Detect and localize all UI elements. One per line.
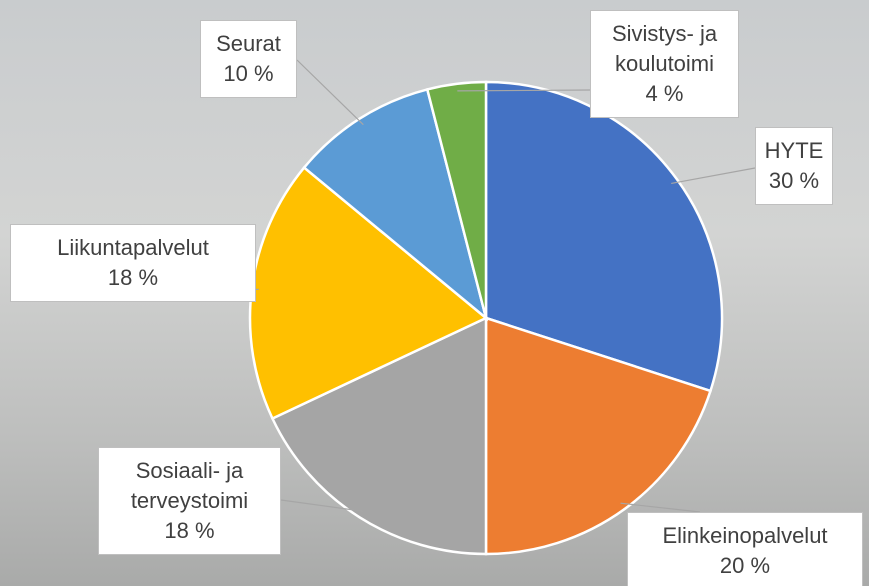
category-label: Sivistys- ja koulutoimi [611, 21, 718, 76]
data-label: Elinkeinopalvelut 20 % [627, 512, 863, 586]
category-label: Elinkeinopalvelut [662, 523, 828, 548]
data-label: Sosiaali- ja terveystoimi 18 % [98, 447, 281, 555]
pie-slice [302, 87, 489, 322]
data-label: Seurat 10 % [200, 20, 297, 98]
pie-slice [484, 316, 713, 556]
category-label: HYTE [764, 138, 824, 163]
leader-line [280, 499, 364, 512]
value-label: 10 % [223, 61, 274, 86]
data-label: Liikuntapalvelut 18 % [10, 224, 256, 302]
leader-line [296, 59, 364, 126]
leader-line [671, 167, 756, 185]
category-label: Liikuntapalvelut [57, 235, 209, 260]
pie-slice [270, 316, 488, 556]
category-label: Seurat [216, 31, 281, 56]
value-label: 4 % [645, 81, 684, 106]
value-label: 30 % [768, 168, 820, 193]
value-label: 20 % [719, 553, 771, 578]
category-label: Sosiaali- ja terveystoimi [130, 458, 249, 513]
pie-slice [425, 80, 488, 319]
data-label: Sivistys- ja koulutoimi 4 % [590, 10, 739, 118]
leader-line [457, 89, 591, 92]
pie-slice [484, 80, 724, 393]
value-label: 18 % [164, 518, 215, 543]
value-label: 18 % [107, 265, 159, 290]
leader-line [620, 502, 701, 513]
data-label: HYTE 30 % [755, 127, 833, 205]
